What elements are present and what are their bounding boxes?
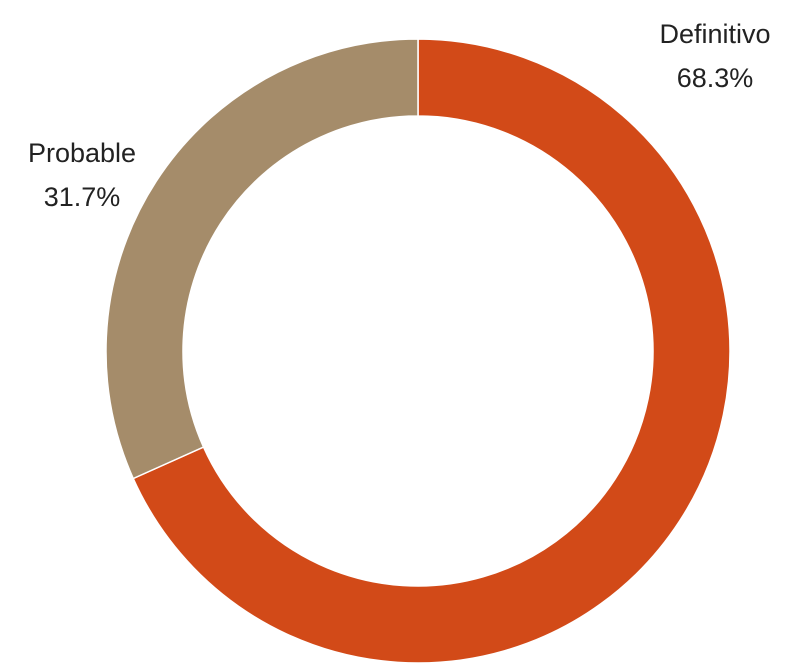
slice-value-label-definitivo: 68.3%	[677, 63, 754, 93]
slice-definitivo	[132, 38, 731, 663]
slice-label-definitivo: Definitivo	[659, 19, 770, 49]
slice-label-probable: Probable	[28, 138, 136, 168]
slice-probable	[105, 38, 419, 480]
slices-layer	[105, 38, 731, 663]
labels-layer: Definitivo 68.3% Probable 31.7%	[28, 19, 771, 212]
slice-value-label-probable: 31.7%	[44, 182, 121, 212]
